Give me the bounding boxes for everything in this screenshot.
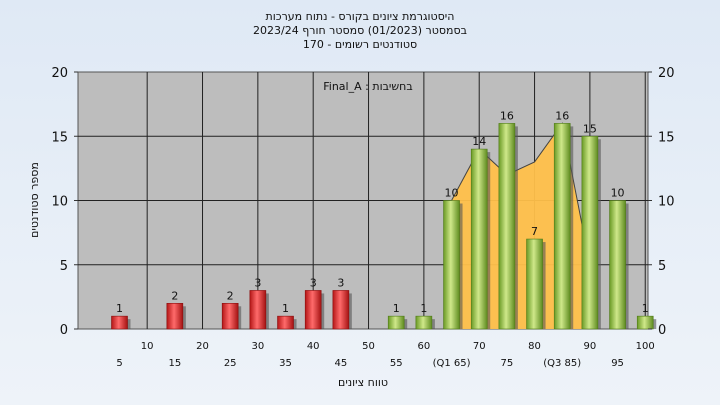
y-tick-left: 20 — [51, 66, 68, 81]
y-tick-right: 15 — [658, 130, 675, 145]
x-tick-lower: 45 — [334, 358, 347, 369]
x-tick-upper: 40 — [307, 341, 320, 352]
x-tick-upper: 100 — [636, 341, 655, 352]
bar-value-label: 15 — [583, 122, 597, 135]
x-tick-upper: 70 — [473, 341, 486, 352]
y-tick-right: 5 — [658, 259, 666, 274]
bar-55 — [387, 315, 405, 330]
chart-title-line-3: סטודנטים רשומים - 170 — [302, 38, 418, 51]
x-tick-lower: 15 — [168, 358, 181, 369]
bar-35 — [277, 315, 294, 330]
bar-65 — [443, 200, 460, 330]
bar-5 — [111, 315, 128, 330]
bar-value-label: 1 — [393, 302, 400, 315]
bar-value-label: 1 — [420, 302, 427, 315]
bar-80 — [526, 238, 543, 330]
bar-30 — [249, 290, 267, 330]
bar-value-label: 10 — [445, 187, 459, 200]
y-tick-left: 5 — [60, 259, 68, 274]
x-tick-lower: 25 — [224, 358, 237, 369]
bars — [111, 123, 657, 330]
bar-value-label: 3 — [254, 276, 261, 289]
bar-45 — [332, 290, 350, 330]
y-tick-left: 10 — [51, 195, 68, 210]
bar-85 — [553, 123, 571, 330]
x-tick-lower: (Q1 65) — [433, 358, 471, 369]
bar-90 — [581, 135, 599, 330]
legend-text: בחשיבות : Final_A — [323, 80, 412, 93]
bar-value-label: 16 — [555, 109, 569, 122]
value-labels: 1 2 2 3 1 3 3 1 1 10 14 16 7 16 15 10 1 — [116, 109, 649, 315]
x-tick-lower: (Q3 85) — [543, 358, 581, 369]
bar-60 — [415, 315, 433, 330]
y-tick-right: 20 — [658, 66, 675, 81]
x-tick-upper: 90 — [584, 341, 597, 352]
x-tick-upper: 10 — [141, 341, 154, 352]
bar-value-label: 3 — [337, 276, 344, 289]
y-tick-right: 0 — [658, 323, 666, 338]
bar-value-label: 2 — [227, 289, 234, 302]
bar-value-label: 3 — [310, 276, 317, 289]
bar-25 — [221, 302, 239, 330]
x-tick-lower: 75 — [501, 358, 514, 369]
bar-95 — [609, 200, 626, 330]
y-tick-left: 0 — [60, 323, 68, 338]
y-axis-label: מספר סטודנטים — [28, 162, 41, 238]
x-tick-upper: 80 — [528, 341, 541, 352]
x-tick-lower: 35 — [279, 358, 292, 369]
x-tick-upper: 50 — [362, 341, 375, 352]
x-tick-upper: 60 — [418, 341, 431, 352]
bar-value-label: 1 — [116, 302, 123, 315]
bar-value-label: 10 — [611, 187, 625, 200]
x-axis-label: טווח ציונים — [338, 376, 388, 389]
bar-70 — [470, 148, 488, 330]
chart-title-line-2: בסמסטר (01/2023) סמסטר חורף 2023/24 — [253, 24, 467, 37]
grid-lines — [78, 72, 648, 329]
bar-100 — [636, 315, 654, 330]
bar-40 — [304, 290, 322, 330]
chart-title-line-1: היסטוגרמת ציונים בקורס - נתוח מערכות — [265, 10, 455, 23]
bar-value-label: 1 — [642, 302, 649, 315]
bar-value-label: 2 — [171, 289, 178, 302]
bar-value-label: 16 — [500, 109, 514, 122]
y-tick-right: 10 — [658, 195, 675, 210]
bar-15 — [166, 302, 184, 330]
x-tick-upper: 20 — [196, 341, 209, 352]
x-tick-lower: 5 — [116, 358, 122, 369]
bar-75 — [498, 123, 516, 330]
x-tick-lower: 95 — [611, 358, 624, 369]
y-tick-left: 15 — [51, 130, 68, 145]
x-tick-lower: 55 — [390, 358, 403, 369]
bar-value-label: 14 — [472, 135, 486, 148]
bar-value-label: 1 — [282, 302, 289, 315]
bar-value-label: 7 — [531, 225, 538, 238]
x-tick-upper: 30 — [251, 341, 264, 352]
